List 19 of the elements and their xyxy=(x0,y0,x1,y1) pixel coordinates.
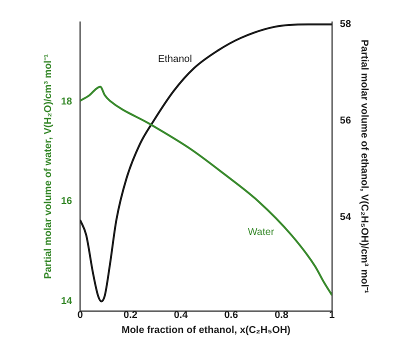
y-tick-label: 16 xyxy=(61,196,73,208)
y2-tick-label: 56 xyxy=(340,115,352,126)
x-tick-label: 0 xyxy=(77,310,84,321)
x-tick-label: 0.2 xyxy=(124,310,138,321)
series-label: Water xyxy=(248,226,275,238)
y-axis-title: Partial molar volume of water, V(H₂O)/cm³ mol⁻¹ xyxy=(42,53,54,279)
y2-tick-label: 58 xyxy=(340,19,352,30)
line-series xyxy=(80,23,332,302)
y-tick-label: 18 xyxy=(61,96,73,108)
y2-axis-title: Partial molar volume of ethanol, V(C₂H₅OH)/cm³ mol⁻¹ xyxy=(358,40,370,294)
y-tick-label: 14 xyxy=(61,296,73,307)
x-tick-label: 0.8 xyxy=(274,310,289,321)
x-axis-title: Mole fraction of ethanol, x(C₂H₅OH) xyxy=(121,324,291,336)
x-tick-label: 0.4 xyxy=(174,310,188,321)
x-tick-label: 0.6 xyxy=(224,310,239,321)
line-series xyxy=(80,86,332,296)
y2-tick-label: 54 xyxy=(340,212,352,223)
series-label: Ethanol xyxy=(158,54,192,66)
x-tick-label: 1 xyxy=(329,310,336,321)
